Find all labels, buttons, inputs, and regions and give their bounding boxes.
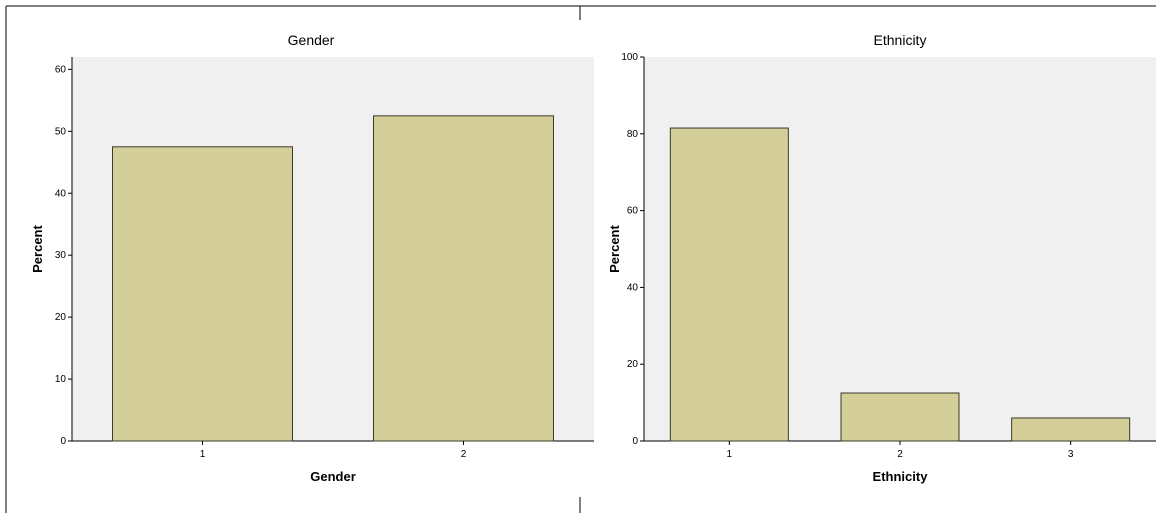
y-axis-label: Percent bbox=[607, 224, 622, 272]
x-tick-label: 2 bbox=[461, 449, 467, 460]
bar bbox=[112, 146, 293, 442]
bar bbox=[373, 115, 554, 442]
y-tick-label: 40 bbox=[627, 282, 639, 293]
y-tick-label: 20 bbox=[55, 312, 67, 323]
y-tick-label: 0 bbox=[60, 436, 66, 447]
y-tick-label: 0 bbox=[632, 436, 638, 447]
bar bbox=[669, 127, 789, 442]
bar bbox=[840, 392, 960, 442]
y-tick-label: 80 bbox=[627, 129, 639, 140]
y-tick-label: 20 bbox=[627, 359, 639, 370]
y-tick-label: 40 bbox=[55, 188, 67, 199]
x-tick-label: 1 bbox=[727, 449, 733, 460]
bar bbox=[1011, 417, 1131, 442]
y-tick-label: 60 bbox=[627, 206, 639, 217]
y-tick-label: 10 bbox=[55, 374, 67, 385]
ethnicity-chart: 0 20 40 60 80 100 1 2 3 Ethnicity Ethnicity Percent bbox=[607, 32, 1156, 484]
x-axis-label: Ethnicity bbox=[873, 469, 929, 484]
y-tick-label: 50 bbox=[55, 126, 67, 137]
chart-title: Gender bbox=[288, 32, 335, 48]
y-tick-label: 30 bbox=[55, 250, 67, 261]
x-axis-label: Gender bbox=[310, 469, 356, 484]
gender-chart: 0 10 20 30 40 50 60 1 2 Gender Gender Percent bbox=[30, 32, 594, 484]
x-tick-label: 3 bbox=[1068, 449, 1074, 460]
x-tick-label: 1 bbox=[200, 449, 206, 460]
chart-title: Ethnicity bbox=[874, 32, 927, 48]
y-tick-label: 100 bbox=[621, 52, 638, 63]
y-axis-label: Percent bbox=[30, 224, 45, 272]
x-tick-label: 2 bbox=[897, 449, 903, 460]
y-tick-label: 60 bbox=[55, 64, 67, 75]
